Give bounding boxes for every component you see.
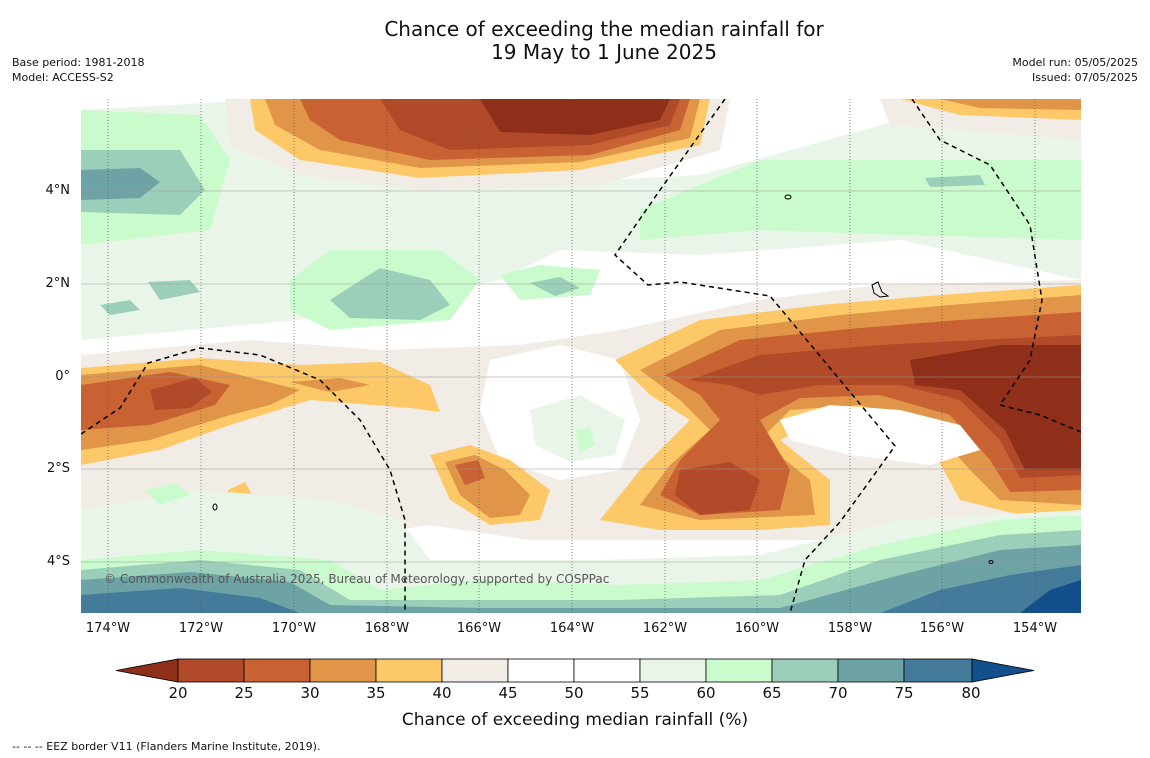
region-white-southeast — [780, 405, 980, 465]
eez-border-west — [81, 347, 406, 613]
lon-label-172w: 172°W — [178, 621, 224, 636]
lon-label-166w: 166°W — [456, 621, 502, 636]
lon-label-156w: 156°W — [919, 621, 965, 636]
title-line-2: 19 May to 1 June 2025 — [491, 40, 717, 64]
colorbar-tick-65: 65 — [762, 684, 782, 702]
region-20-25-south-blob — [675, 462, 760, 515]
colorbar-tick-55: 55 — [630, 684, 650, 702]
colorbar-segment-40-45 — [441, 658, 509, 683]
colorbar-tick-80: 80 — [961, 684, 981, 702]
colorbar-arrow-left — [115, 658, 179, 683]
region-30-35-ne — [940, 99, 1081, 110]
region-70-75-south — [81, 545, 1081, 613]
colorbar-tick-30: 30 — [300, 684, 320, 702]
model-run: Model run: 05/05/2025 — [1012, 56, 1138, 69]
colorbar-tick-35: 35 — [366, 684, 386, 702]
colorbar-segment-55-60 — [639, 658, 707, 683]
colorbar-segment-70-75 — [837, 658, 905, 683]
lat-label-4n: 4°N — [45, 183, 71, 198]
island-3 — [212, 503, 218, 511]
region-70-75-nw — [81, 168, 160, 200]
model-name: Model: ACCESS-S2 — [12, 71, 114, 84]
island-1 — [784, 194, 792, 200]
lon-label-170w: 170°W — [271, 621, 317, 636]
eez-borders — [81, 99, 1081, 613]
lon-label-174w: 174°W — [85, 621, 131, 636]
colorbar-segment-20-25 — [177, 658, 245, 683]
eez-border-center — [614, 99, 896, 613]
lon-label-168w: 168°W — [364, 621, 410, 636]
islands — [212, 194, 994, 564]
region-65-70-south — [81, 530, 1081, 613]
colorbar-segment-45-50 — [507, 658, 575, 683]
lat-label-2n: 2°N — [45, 276, 71, 291]
lon-label-164w: 164°W — [549, 621, 595, 636]
region-55-60-south — [530, 395, 625, 462]
colorbar-tick-70: 70 — [828, 684, 848, 702]
region-below20-east — [910, 345, 1081, 470]
region-60-65-south-small — [575, 428, 595, 452]
meta-left: Base period: 1981-2018 Model: ACCESS-S2 — [12, 55, 144, 85]
chart-title: Chance of exceeding the median rainfall … — [0, 18, 1150, 64]
lon-label-154w: 154°W — [1012, 621, 1058, 636]
region-65-70-small3 — [925, 175, 985, 187]
island-2 — [871, 281, 890, 298]
colorbar-tick-20: 20 — [168, 684, 188, 702]
title-line-1: Chance of exceeding the median rainfall … — [384, 17, 824, 41]
colorbar-tick-25: 25 — [234, 684, 254, 702]
map-area — [81, 99, 1081, 613]
lat-label-4s: 4°S — [46, 554, 70, 569]
lon-label-158w: 158°W — [827, 621, 873, 636]
meta-right: Model run: 05/05/2025 Issued: 07/05/2025 — [1012, 55, 1138, 85]
region-65-70-small2 — [530, 277, 580, 296]
region-above80-south — [1020, 580, 1081, 613]
region-below20-north — [480, 99, 670, 135]
region-65-70-small1 — [148, 280, 200, 300]
colorbar-arrow-right — [971, 658, 1035, 683]
colorbar-segment-60-65 — [705, 658, 773, 683]
region-60-65-sw-small — [145, 483, 190, 505]
colorbar-tick-50: 50 — [564, 684, 584, 702]
colorbar-segment-35-40 — [375, 658, 443, 683]
colorbar-tick-60: 60 — [696, 684, 716, 702]
colorbar — [115, 658, 1035, 683]
region-20-25-equator-west — [150, 378, 212, 410]
colorbar-tick-40: 40 — [432, 684, 452, 702]
lat-label-2s: 2°S — [46, 461, 70, 476]
colorbar-segment-50-55 — [573, 658, 641, 683]
region-25-30-south-small — [455, 460, 485, 485]
region-65-70-small4 — [100, 300, 140, 315]
issued-date: Issued: 07/05/2025 — [1031, 71, 1138, 84]
region-65-70-mid — [330, 268, 450, 320]
lat-label-0: 0° — [55, 369, 70, 384]
colorbar-segment-25-30 — [243, 658, 311, 683]
region-75-80-south — [81, 565, 1081, 613]
base-period: Base period: 1981-2018 — [12, 56, 145, 69]
colorbar-tick-75: 75 — [894, 684, 914, 702]
island-4 — [988, 560, 994, 564]
lon-label-162w: 162°W — [642, 621, 688, 636]
colorbar-tick-45: 45 — [498, 684, 518, 702]
eez-footnote: -- -- -- EEZ border V11 (Flanders Marine… — [12, 740, 321, 753]
region-30-35-strip — [290, 378, 370, 392]
colorbar-segment-65-70 — [771, 658, 839, 683]
colorbar-segment-75-80 — [903, 658, 973, 683]
colorbar-title: Chance of exceeding median rainfall (%) — [401, 710, 749, 730]
parallels — [81, 190, 1081, 563]
colorbar-segment-30-35 — [309, 658, 377, 683]
lon-label-160w: 160°W — [734, 621, 780, 636]
eez-border-east — [911, 99, 1081, 433]
copyright-notice: © Commonwealth of Australia 2025, Bureau… — [104, 572, 610, 586]
